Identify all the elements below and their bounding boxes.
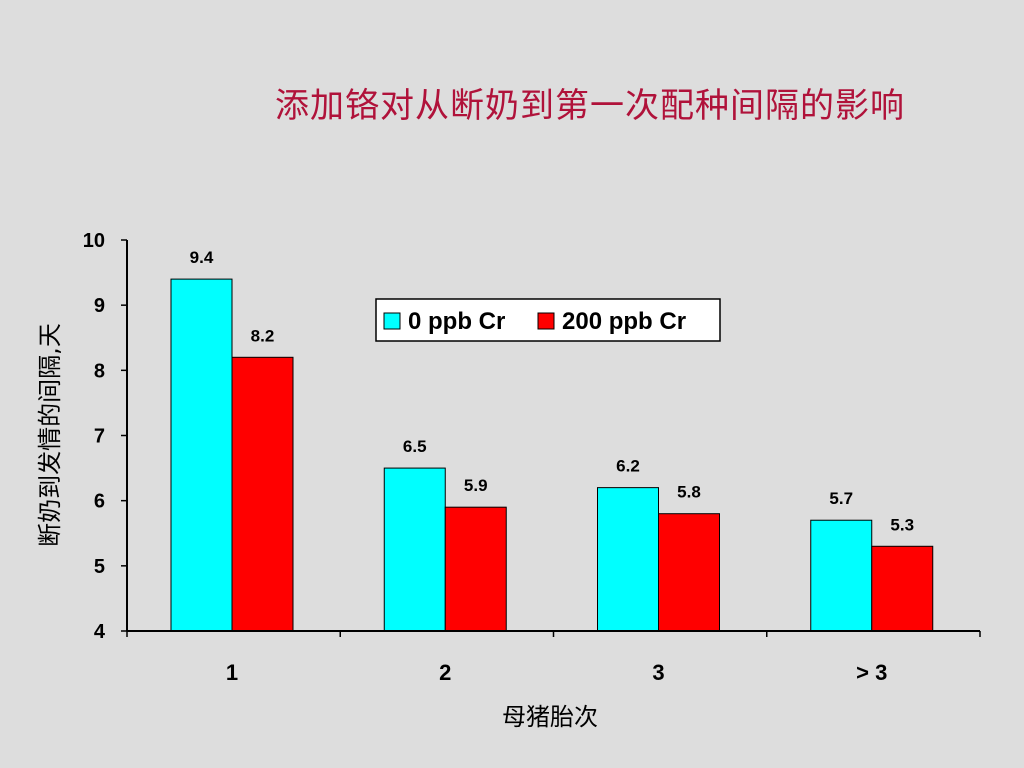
legend-label-200ppb: 200 ppb Cr bbox=[562, 308, 686, 335]
x-axis-title: 母猪胎次 bbox=[502, 703, 598, 731]
bar-200ppb-cat-3 bbox=[658, 513, 720, 632]
x-tick-label-1: 1 bbox=[226, 660, 238, 685]
data-label-0ppb-cat-2: 6.5 bbox=[403, 437, 427, 456]
x-tick-label-4: > 3 bbox=[856, 660, 887, 685]
y-tick-label-7: 7 bbox=[94, 426, 105, 448]
y-tick-label-6: 6 bbox=[94, 491, 105, 513]
data-label-0ppb-cat-1: 9.4 bbox=[190, 248, 214, 267]
y-tick-label-4: 4 bbox=[94, 621, 106, 643]
bars-group bbox=[170, 278, 934, 632]
axes-group bbox=[121, 239, 981, 637]
bar-0ppb-cat-2 bbox=[383, 467, 446, 632]
bar-200ppb-cat-2 bbox=[444, 506, 507, 632]
chart-title: 添加铬对从断奶到第一次配种间隔的影响 bbox=[275, 86, 905, 126]
bar-0ppb-cat-4 bbox=[810, 519, 873, 632]
bar-200ppb-cat-4 bbox=[871, 545, 934, 632]
labels-group: 9.4 8.2 1 6.5 5.9 2 6.2 5.8 3 5.7 5.3 > 3 4 5 6 7 8 9 10 bbox=[83, 230, 914, 685]
y-tick-label-10: 10 bbox=[83, 230, 105, 252]
y-axis-title: 断奶到发情的间隔,天 bbox=[36, 323, 64, 547]
data-label-0ppb-cat-3: 6.2 bbox=[616, 457, 640, 476]
legend-label-0ppb: 0 ppb Cr bbox=[408, 308, 505, 335]
legend-swatch-0ppb bbox=[383, 312, 401, 330]
data-label-200ppb-cat-3: 5.8 bbox=[677, 483, 701, 502]
y-tick-label-9: 9 bbox=[94, 295, 105, 317]
data-label-200ppb-cat-1: 8.2 bbox=[251, 326, 275, 345]
y-tick-label-5: 5 bbox=[94, 556, 105, 578]
legend-swatch-200ppb bbox=[537, 312, 555, 330]
y-tick-label-8: 8 bbox=[94, 360, 105, 382]
x-tick-label-3: 3 bbox=[652, 660, 664, 685]
legend: 0 ppb Cr 200 ppb Cr bbox=[375, 298, 721, 342]
bar-0ppb-cat-1 bbox=[170, 278, 233, 632]
bar-0ppb-cat-3 bbox=[597, 487, 659, 632]
bar-200ppb-cat-1 bbox=[231, 356, 294, 632]
data-label-200ppb-cat-4: 5.3 bbox=[890, 515, 914, 534]
data-label-200ppb-cat-2: 5.9 bbox=[464, 476, 488, 495]
x-tick-label-2: 2 bbox=[439, 660, 451, 685]
data-label-0ppb-cat-4: 5.7 bbox=[829, 489, 853, 508]
